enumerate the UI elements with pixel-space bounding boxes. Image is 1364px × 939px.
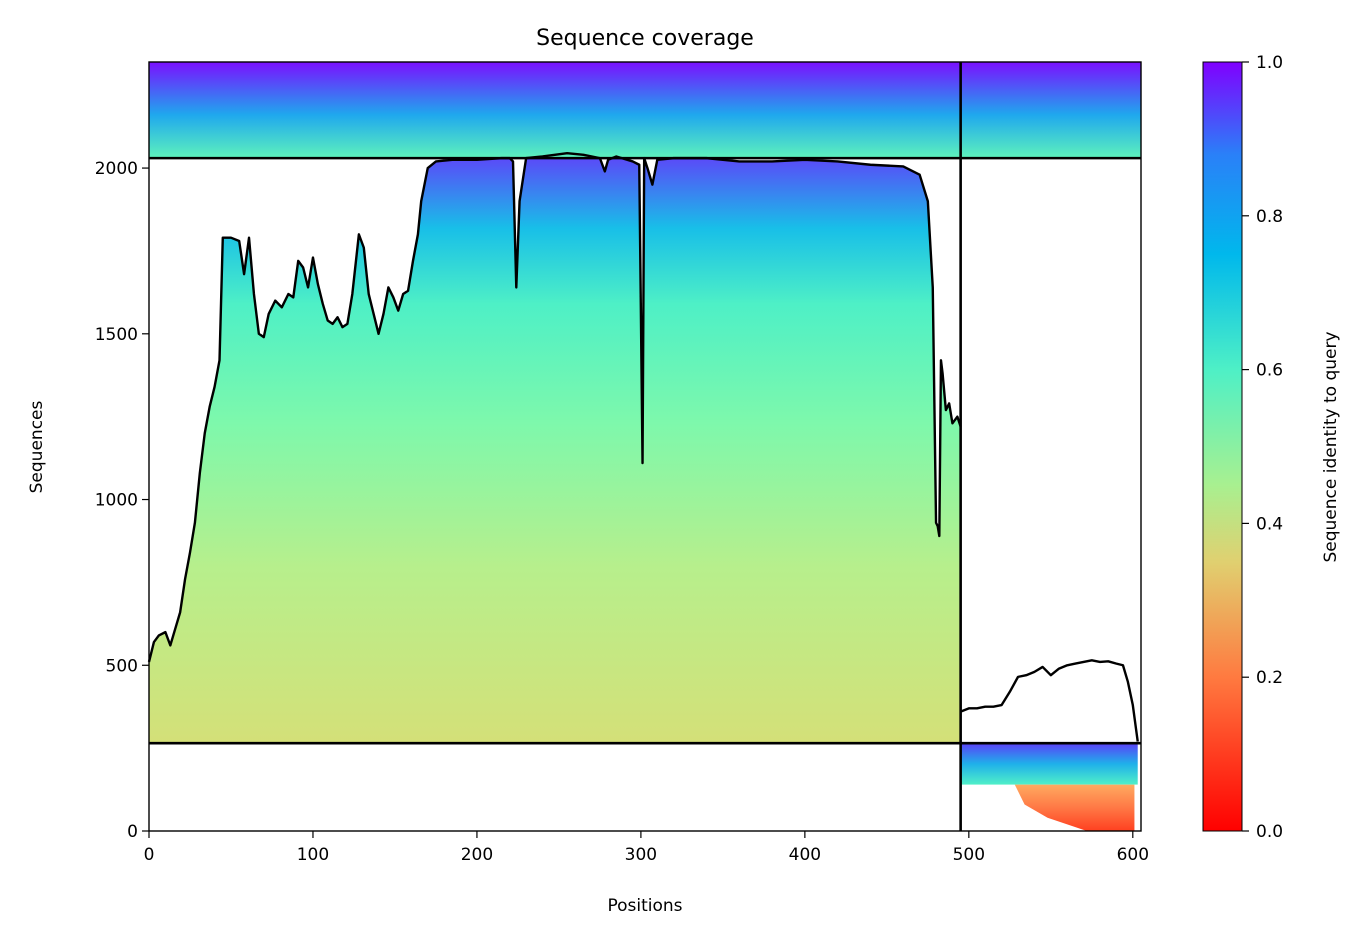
heatmap	[149, 62, 1141, 831]
y-tick-label: 500	[106, 656, 138, 676]
plot-frame	[148, 61, 1142, 832]
y-tick-label: 2000	[95, 159, 138, 179]
x-tick-label: 200	[461, 845, 493, 865]
coverage-line-segment-2	[960, 659, 1139, 742]
colorbar-tick-label: 0.2	[1256, 668, 1283, 688]
x-axis: 0 100 200 300 400 500 600	[144, 831, 1149, 865]
y-tick-label: 1000	[95, 491, 138, 511]
x-tick-label: 300	[625, 845, 657, 865]
plot-area	[147, 61, 1142, 832]
colorbar-tick-label: 0.4	[1256, 514, 1283, 534]
coverage-line-segment-1	[147, 151, 962, 663]
colorbar-tick-label: 0.8	[1256, 207, 1283, 227]
y-tick-label: 0	[127, 822, 138, 842]
y-axis: 0 500 1000 1500 2000	[95, 159, 149, 842]
heatmap-block-main	[149, 158, 961, 744]
heatmap-block-low-identity	[1014, 784, 1135, 831]
chart-title: Sequence coverage	[536, 26, 754, 51]
x-tick-label: 600	[1117, 845, 1149, 865]
colorbar-gradient-bar	[1202, 61, 1243, 832]
colorbar-ticks: 0.0 0.2 0.4 0.6 0.8 1.0	[1242, 53, 1283, 842]
x-tick-label: 0	[144, 845, 155, 865]
colorbar-tick-label: 0.6	[1256, 361, 1283, 381]
coverage-lines	[147, 151, 1139, 742]
x-tick-label: 400	[789, 845, 821, 865]
colorbar-tick-label: 0.0	[1256, 822, 1283, 842]
heatmap-block-lower-right	[960, 743, 1138, 785]
heatmap-block-upper	[149, 62, 1141, 159]
x-tick-label: 100	[297, 845, 329, 865]
colorbar-tick-label: 1.0	[1256, 53, 1283, 73]
y-tick-label: 1500	[95, 325, 138, 345]
x-tick-label: 500	[953, 845, 985, 865]
colorbar: 0.0 0.2 0.4 0.6 0.8 1.0 Sequence identity to …	[1202, 53, 1341, 842]
x-axis-label: Positions	[607, 896, 682, 916]
y-axis-label: Sequences	[27, 401, 47, 494]
colorbar-label: Sequence identity to query	[1321, 331, 1341, 562]
